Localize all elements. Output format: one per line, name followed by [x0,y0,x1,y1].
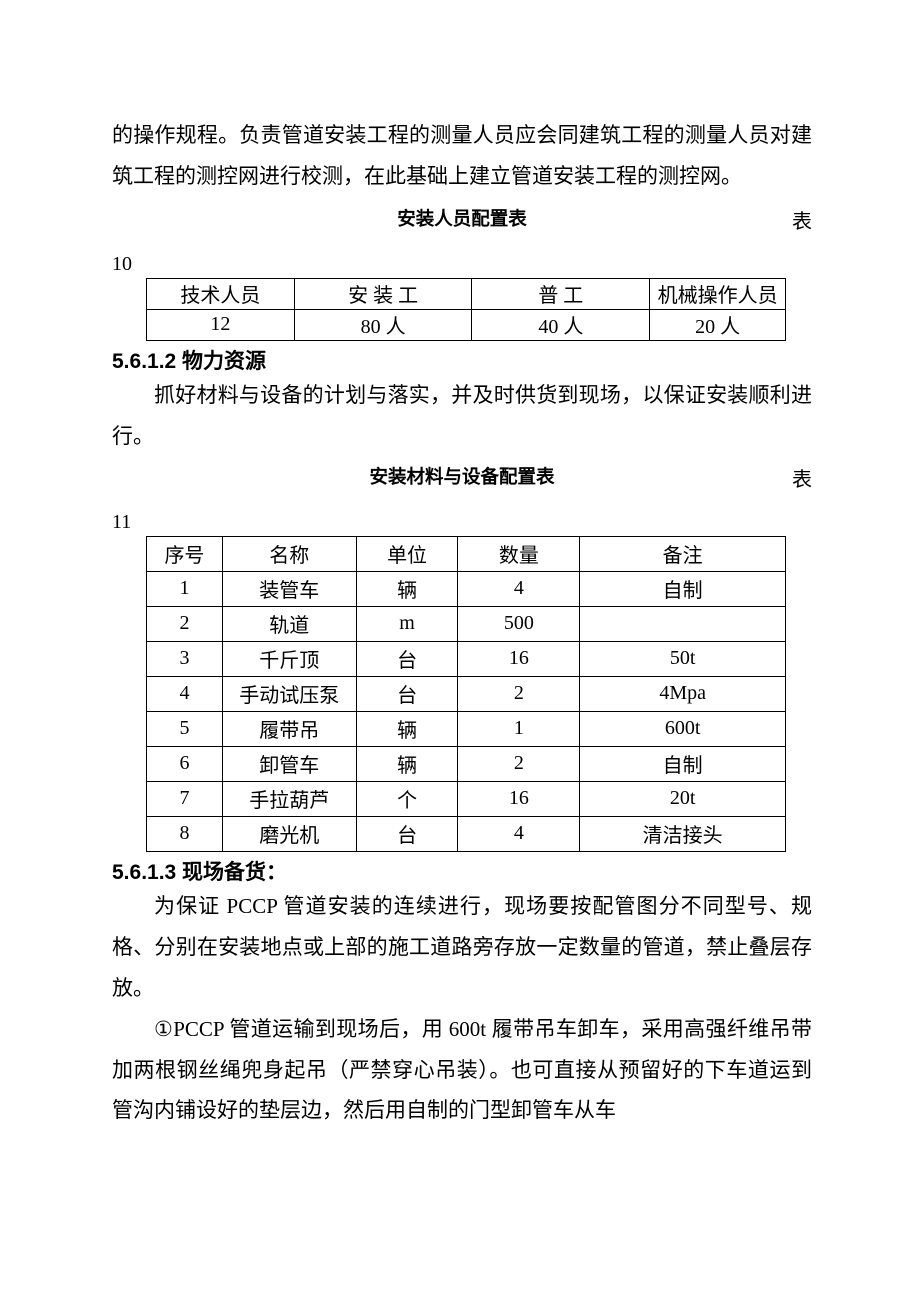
table-cell: 卸管车 [222,746,356,781]
table-cell: 手动试压泵 [222,676,356,711]
table-cell: 4 [458,816,580,851]
intro-paragraph: 的操作规程。负责管道安装工程的测量人员应会同建筑工程的测量人员对建筑工程的测控网… [112,115,812,197]
table-cell: 辆 [356,711,458,746]
onsite-paragraph-1: 为保证 PCCP 管道安装的连续进行，现场要按配管图分不同型号、规格、分别在安装… [112,886,812,1009]
material-paragraph: 抓好材料与设备的计划与落实，并及时供货到现场，以保证安装顺利进行。 [112,375,812,457]
table-cell: 5 [147,711,223,746]
table-row: 6 卸管车 辆 2 自制 [147,746,786,781]
table-cell: 台 [356,676,458,711]
table2-title: 安装材料与设备配置表 [369,463,554,489]
table-cell: 80 人 [294,309,472,340]
table-row: 3 千斤顶 台 16 50t [147,641,786,676]
table-cell: 台 [356,816,458,851]
heading-5-6-1-2: 5.6.1.2 物力资源 [112,345,812,375]
table-row: 4 手动试压泵 台 2 4Mpa [147,676,786,711]
equipment-table: 序号 名称 单位 数量 备注 1 装管车 辆 4 自制 2 轨道 m 500 3… [146,536,786,852]
table1-number: 10 [112,253,812,276]
onsite-paragraph-2: ①PCCP 管道运输到现场后，用 600t 履带吊车卸车，采用高强纤维吊带加两根… [112,1009,812,1132]
table-cell: 20t [580,781,786,816]
table-cell: 数量 [458,536,580,571]
table-cell: 600t [580,711,786,746]
table1-title: 安装人员配置表 [397,205,527,231]
table-cell: 500 [458,606,580,641]
table-cell: 磨光机 [222,816,356,851]
table-cell: 20 人 [650,309,786,340]
personnel-table: 技术人员 安 装 工 普 工 机械操作人员 12 80 人 40 人 20 人 [146,278,786,341]
table-cell: 辆 [356,571,458,606]
table-cell: 12 [147,309,295,340]
table2-suffix: 表 [792,463,812,492]
table2-title-row: 安装材料与设备配置表 表 [112,463,812,489]
table-cell: 2 [147,606,223,641]
table-cell: 技术人员 [147,278,295,309]
table-cell: 台 [356,641,458,676]
table-cell: 1 [147,571,223,606]
table-cell: 清洁接头 [580,816,786,851]
table-cell: 辆 [356,746,458,781]
table-row: 2 轨道 m 500 [147,606,786,641]
table-cell: 4Mpa [580,676,786,711]
table-cell: 机械操作人员 [650,278,786,309]
table-row: 5 履带吊 辆 1 600t [147,711,786,746]
table-cell: 普 工 [472,278,650,309]
table-cell: 装管车 [222,571,356,606]
table-cell: 名称 [222,536,356,571]
table2-number: 11 [112,511,812,534]
table-cell: 备注 [580,536,786,571]
table-cell: 4 [458,571,580,606]
table-cell: 单位 [356,536,458,571]
table-cell: 8 [147,816,223,851]
table-cell: 2 [458,746,580,781]
table-cell: 16 [458,781,580,816]
table-cell: 自制 [580,571,786,606]
heading-5-6-1-3: 5.6.1.3 现场备货： [112,856,812,886]
table-cell: 3 [147,641,223,676]
table-cell: 手拉葫芦 [222,781,356,816]
table-cell: 40 人 [472,309,650,340]
table-cell: 4 [147,676,223,711]
table-cell: 安 装 工 [294,278,472,309]
table-cell: 序号 [147,536,223,571]
table-cell [580,606,786,641]
table-cell: 1 [458,711,580,746]
table-row: 8 磨光机 台 4 清洁接头 [147,816,786,851]
table-cell: 2 [458,676,580,711]
table-cell: 轨道 [222,606,356,641]
table-cell: m [356,606,458,641]
table-cell: 50t [580,641,786,676]
table-cell: 7 [147,781,223,816]
table-row: 1 装管车 辆 4 自制 [147,571,786,606]
table-row: 序号 名称 单位 数量 备注 [147,536,786,571]
table-cell: 千斤顶 [222,641,356,676]
table1-suffix: 表 [792,205,812,234]
table-row: 12 80 人 40 人 20 人 [147,309,786,340]
table-cell: 履带吊 [222,711,356,746]
table-row: 技术人员 安 装 工 普 工 机械操作人员 [147,278,786,309]
table-cell: 自制 [580,746,786,781]
table-row: 7 手拉葫芦 个 16 20t [147,781,786,816]
table-cell: 6 [147,746,223,781]
table-cell: 16 [458,641,580,676]
table1-title-row: 安装人员配置表 表 [112,205,812,231]
table-cell: 个 [356,781,458,816]
